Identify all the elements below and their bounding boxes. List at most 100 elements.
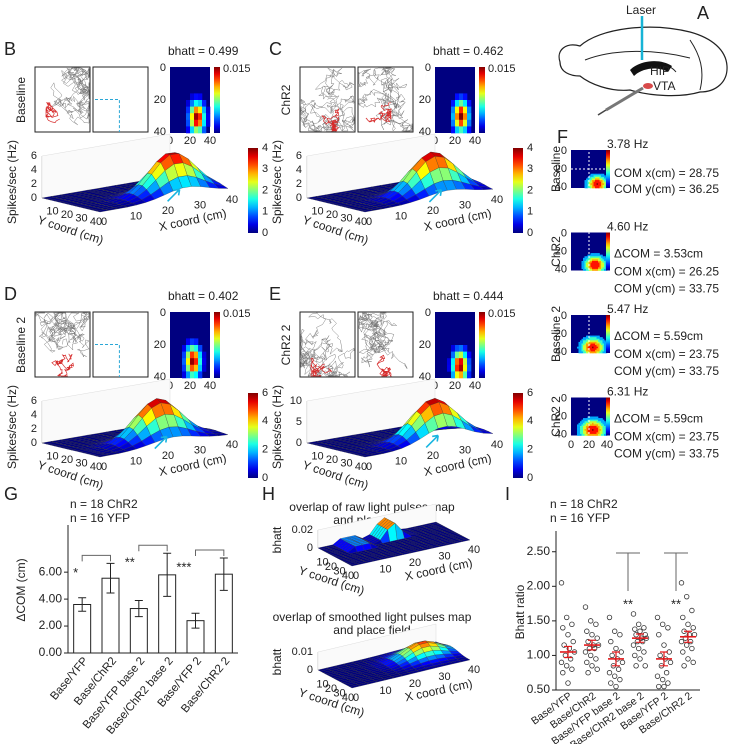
heatmap-cell xyxy=(596,337,599,340)
heatmap-cell xyxy=(604,430,606,433)
heatmap-cell xyxy=(451,351,456,359)
data-point xyxy=(680,614,686,621)
map-x-tick-label: 40 xyxy=(204,135,216,147)
heatmap-cell xyxy=(595,183,597,186)
heatmap-cell xyxy=(463,351,468,359)
heatmap-cell xyxy=(593,422,596,425)
heatmap-cell xyxy=(586,432,588,435)
colorbar-tick-label: 3 xyxy=(527,163,533,175)
x-tick-label: 40 xyxy=(468,664,480,676)
heatmap-cell xyxy=(602,341,605,344)
heatmap-cell xyxy=(583,259,585,262)
heatmap-cell xyxy=(598,178,600,181)
heatmap-cell xyxy=(584,184,587,187)
heatmap-cell xyxy=(455,345,460,352)
heatmap-cell xyxy=(599,338,602,341)
heatmap-cell xyxy=(590,422,593,425)
heatmap-cell xyxy=(602,426,605,428)
heatmap-cell xyxy=(601,264,603,267)
heatmap-cell xyxy=(584,351,587,354)
heatmap-cell xyxy=(586,351,588,354)
heatmap-cell xyxy=(604,184,606,187)
heatmap-cell xyxy=(194,126,199,134)
heatmap-cell xyxy=(589,430,591,433)
heatmap-cell xyxy=(578,422,581,425)
z-tick-label: 5 xyxy=(296,416,302,428)
trajectory xyxy=(358,312,408,369)
heatmap-cell xyxy=(601,183,603,186)
heatmap-cell xyxy=(598,341,600,344)
data-point xyxy=(594,635,600,641)
heatmap-cell xyxy=(592,256,594,259)
heatmap-cell xyxy=(589,178,591,181)
map-y-tick-label: 20 xyxy=(154,94,166,106)
data-point xyxy=(636,621,642,628)
z-tick-label: 0 xyxy=(31,192,37,204)
x-tick-label: 30 xyxy=(194,444,206,456)
heatmap-cell xyxy=(586,257,588,260)
heatmap-cell xyxy=(580,341,582,344)
bhatt-label: bhatt = 0.499 xyxy=(168,44,239,58)
heatmap-cell xyxy=(596,346,599,349)
z-tick-label: 0 xyxy=(307,542,313,554)
heatmap-cell xyxy=(598,349,600,352)
surface-patch xyxy=(360,454,375,458)
heatmap-cell xyxy=(587,259,590,262)
heatmap-cell xyxy=(584,429,587,432)
com-x-label: COM x(cm) = 28.75 xyxy=(614,166,719,180)
heatmap-cell xyxy=(586,427,588,430)
heatmap-cell xyxy=(580,429,582,432)
data-point xyxy=(609,652,615,659)
heatmap-cell xyxy=(581,351,584,354)
heatmap-cell xyxy=(604,424,606,427)
heatmap-cell xyxy=(601,261,603,263)
y-tick-label: 2.50 xyxy=(527,544,551,558)
data-point xyxy=(642,663,648,669)
heatmap-cell xyxy=(593,349,596,352)
heatmap-cell xyxy=(584,348,587,351)
data-point xyxy=(656,683,662,690)
data-point xyxy=(558,580,565,586)
x-tick-label: 10 xyxy=(130,210,142,222)
data-point xyxy=(684,593,690,600)
y-tick-label: 20 xyxy=(325,561,337,573)
heatmap-cell xyxy=(593,180,596,182)
heatmap-cell xyxy=(589,424,591,427)
heatmap-cell xyxy=(598,181,600,184)
x-tick-label: 30 xyxy=(438,671,450,683)
z-axis-label: bhatt xyxy=(270,648,284,675)
heatmap-cell xyxy=(584,433,587,436)
heatmap-cell xyxy=(586,429,588,432)
heatmap-cell xyxy=(596,259,599,262)
heatmap-cell xyxy=(463,106,468,114)
heatmap-cell xyxy=(583,429,585,432)
heatmap-cell xyxy=(581,346,584,349)
heatmap-cell xyxy=(587,268,590,271)
heatmap-cell xyxy=(598,346,600,349)
map-y-tick-label: 20 xyxy=(154,339,166,351)
heatmap-cell xyxy=(592,419,594,422)
heatmap-cell xyxy=(602,259,605,262)
significance-bracket xyxy=(664,552,688,591)
heatmap-cell xyxy=(455,93,460,101)
heatmap-cell xyxy=(596,184,599,187)
heatmap-cell xyxy=(604,348,606,351)
map-x-tick-label: 40 xyxy=(469,380,481,392)
data-point xyxy=(656,631,662,638)
heatmap-cell xyxy=(593,176,596,179)
heatmap-cell xyxy=(589,264,591,267)
heatmap-cell xyxy=(589,345,591,347)
heatmap-cell xyxy=(595,421,597,424)
heatmap-cell xyxy=(590,335,593,338)
heatmap-cell xyxy=(584,257,587,260)
heatmap-cell xyxy=(587,184,590,187)
heatmap-cell xyxy=(578,345,581,347)
y-tick-label: 40 xyxy=(355,461,367,473)
heatmap-cell xyxy=(581,338,584,341)
map-y-tick-label: 20 xyxy=(555,328,567,340)
sem-bar xyxy=(588,639,596,651)
heatmap-cell xyxy=(593,335,596,338)
heatmap-cell xyxy=(590,340,593,343)
heatmap-cell xyxy=(593,430,596,433)
heatmap-cell xyxy=(455,119,460,127)
